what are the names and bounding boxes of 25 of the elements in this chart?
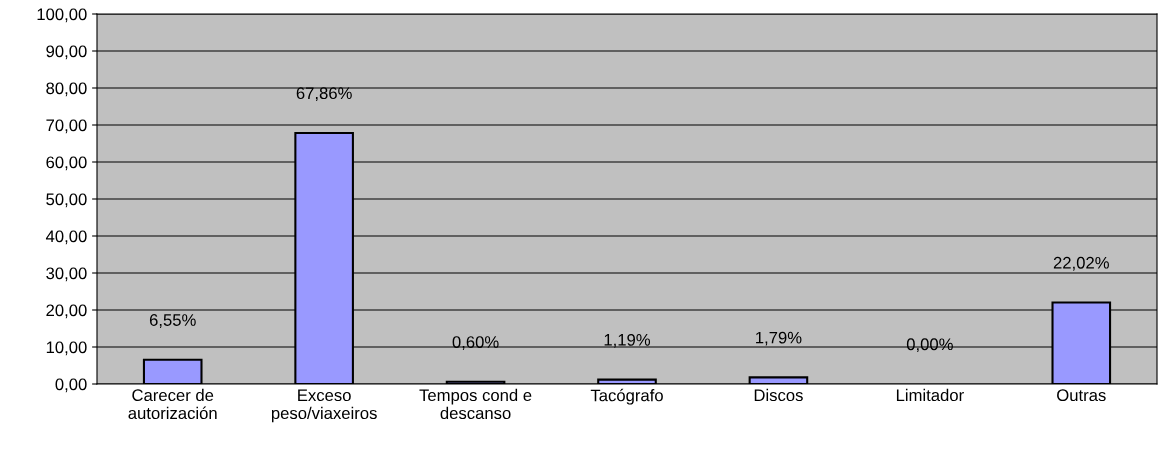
data-label: 22,02% [1053,256,1109,271]
x-tick-label: Discos [754,388,803,402]
data-label: 1,19% [604,333,651,348]
x-tick-label: Outras [1057,389,1106,402]
y-tick-label: 100,00 [37,8,87,23]
y-tick-label: 40,00 [45,230,87,245]
y-tick-label: 90,00 [46,45,87,60]
y-tick-label: 30,00 [46,267,87,282]
data-label: 67,86% [296,87,352,102]
x-tick-label: Carecer de autorización [128,388,217,420]
x-tick-label: Limitador [896,388,964,402]
x-tick-label: Tempos cond e descanso [419,388,532,420]
x-tick-label: Exceso peso/viaxeiros [271,389,377,423]
data-label: 6,55% [149,314,196,328]
y-tick-label: 20,00 [46,304,87,319]
y-tick-label: 50,00 [46,193,87,208]
x-tick-label: Tacógrafo [590,388,663,405]
data-label: 0,60% [452,336,499,350]
data-label: 0,00% [906,338,953,353]
y-tick-label: 80,00 [46,82,87,97]
y-tick-label: 10,00 [46,341,87,356]
y-tick-label: 70,00 [46,119,87,134]
data-label: 1,79% [756,331,802,346]
y-tick-label: 60,00 [46,156,87,171]
y-tick-label: 0,00 [55,378,87,393]
